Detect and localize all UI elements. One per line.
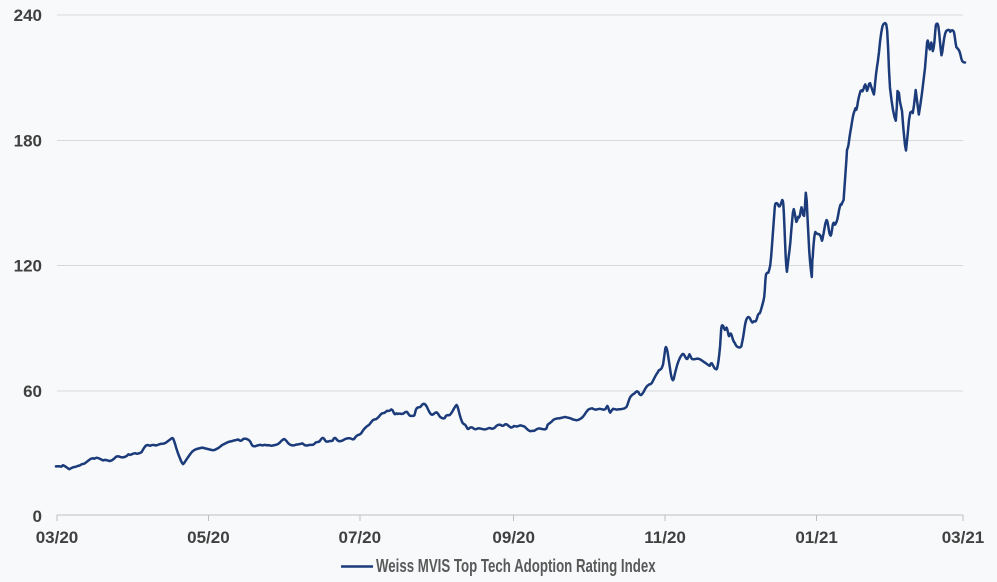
svg-text:01/21: 01/21	[795, 528, 838, 547]
svg-text:120: 120	[14, 257, 42, 276]
svg-text:11/20: 11/20	[644, 528, 686, 547]
svg-text:07/20: 07/20	[339, 528, 382, 547]
svg-text:240: 240	[14, 6, 42, 25]
svg-text:180: 180	[14, 131, 42, 150]
svg-text:0: 0	[33, 507, 42, 526]
svg-text:03/20: 03/20	[36, 528, 79, 547]
svg-text:05/20: 05/20	[187, 528, 230, 547]
svg-text:60: 60	[23, 382, 42, 401]
svg-text:09/20: 09/20	[492, 528, 535, 547]
svg-text:03/21: 03/21	[942, 528, 985, 547]
